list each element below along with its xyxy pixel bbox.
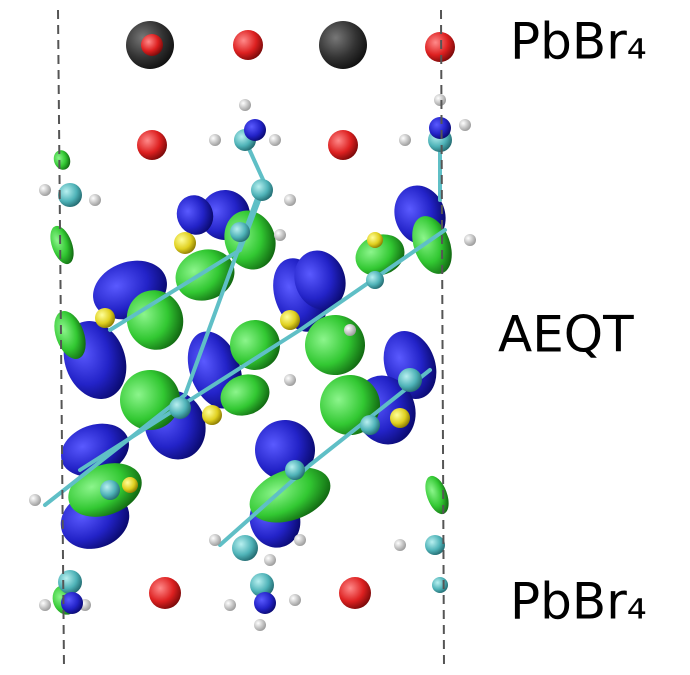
nitrogen-atom xyxy=(244,119,266,141)
carbon-atom xyxy=(285,460,305,480)
bromine-atom xyxy=(149,577,181,609)
hydrogen-atom xyxy=(289,594,301,606)
carbon-atom xyxy=(230,222,250,242)
hydrogen-atom xyxy=(394,539,406,551)
hydrogen-atom xyxy=(274,229,286,241)
hydrogen-atom xyxy=(224,599,236,611)
hydrogen-atom xyxy=(209,134,221,146)
orbital-lobe xyxy=(51,148,73,172)
carbon-atom xyxy=(251,179,273,201)
nitrogen-atom xyxy=(429,117,451,139)
carbon-atom xyxy=(425,535,445,555)
hydrogen-atom xyxy=(294,534,306,546)
orbital-lobe xyxy=(46,223,78,267)
sulfur-atom xyxy=(202,405,222,425)
bromine-atom xyxy=(425,32,455,62)
figure: PbBr₄ AEQT PbBr₄ xyxy=(0,0,690,675)
orbital-lobe xyxy=(421,473,453,517)
cell-boundary xyxy=(441,10,444,668)
hydrogen-atom xyxy=(239,99,251,111)
hydrogen-atom xyxy=(459,119,471,131)
hydrogen-atom xyxy=(209,534,221,546)
hydrogen-atom xyxy=(284,194,296,206)
carbon-atom xyxy=(398,368,422,392)
layer-label: PbBr₄ xyxy=(510,13,647,71)
sulfur-atom xyxy=(95,308,115,328)
sulfur-atom xyxy=(390,408,410,428)
hydrogen-atom xyxy=(89,194,101,206)
bromine-atom xyxy=(328,130,358,160)
hydrogen-atom xyxy=(39,599,51,611)
molecule-rendering xyxy=(29,21,476,631)
carbon-atom xyxy=(169,397,191,419)
bromine-atom xyxy=(137,130,167,160)
sulfur-atom xyxy=(122,477,138,493)
hydrogen-atom xyxy=(284,374,296,386)
layer-label: AEQT xyxy=(498,306,634,364)
sulfur-atom xyxy=(174,232,196,254)
hydrogen-atom xyxy=(39,184,51,196)
hydrogen-atom xyxy=(254,619,266,631)
hydrogen-atom xyxy=(434,94,446,106)
nitrogen-atom xyxy=(254,592,276,614)
carbon-atom xyxy=(366,271,384,289)
carbon-atom xyxy=(100,480,120,500)
hydrogen-atom xyxy=(264,554,276,566)
carbon-atom xyxy=(232,535,258,561)
bromine-atom xyxy=(339,577,371,609)
layer-label: PbBr₄ xyxy=(510,573,647,631)
lead-atom xyxy=(319,21,367,69)
hydrogen-atom xyxy=(399,134,411,146)
hydrogen-atom xyxy=(344,324,356,336)
hydrogen-atom xyxy=(269,134,281,146)
sulfur-atom xyxy=(280,310,300,330)
carbon-atom xyxy=(58,570,82,594)
carbon-atom xyxy=(432,577,448,593)
sulfur-atom xyxy=(367,232,383,248)
bromine-atom xyxy=(141,34,163,56)
carbon-atom xyxy=(58,183,82,207)
hydrogen-atom xyxy=(464,234,476,246)
carbon-atom xyxy=(360,415,380,435)
hydrogen-atom xyxy=(29,494,41,506)
bromine-atom xyxy=(233,30,263,60)
